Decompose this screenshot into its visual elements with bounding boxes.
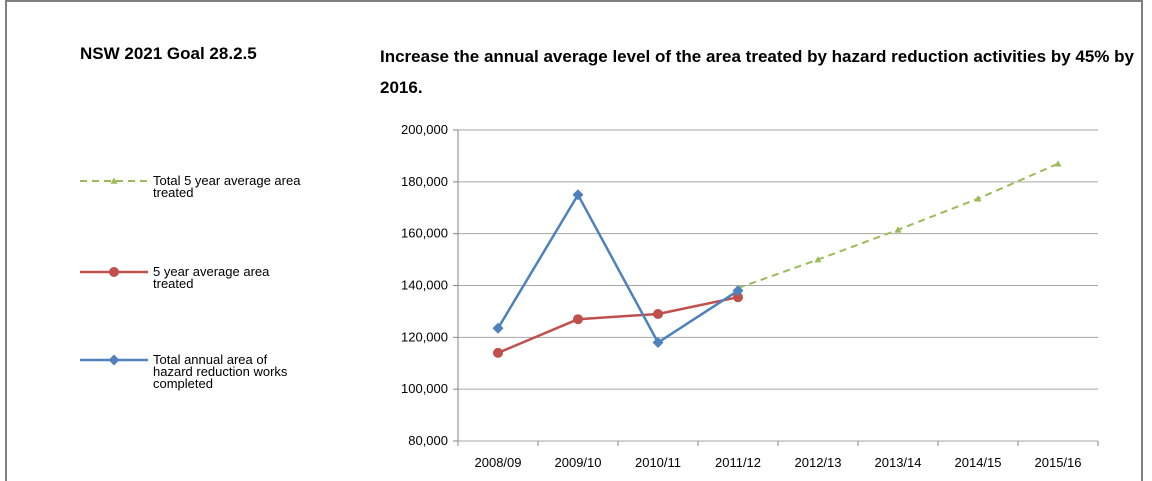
- figure-frame: [5, 0, 1143, 481]
- y-tick-label: 200,000: [401, 122, 448, 137]
- series-5yr-avg-line: [497, 295, 739, 355]
- series-total-5yr-avg-point: [814, 256, 822, 263]
- x-tick-label: 2014/15: [955, 455, 1002, 470]
- y-tick-label: 180,000: [401, 174, 448, 189]
- series-total-5yr-avg-point: [974, 195, 982, 202]
- series-total-5yr-avg-line: [737, 162, 1059, 290]
- legend-label-total-5yr-avg: Total 5 year average area treated: [153, 173, 301, 200]
- y-tick-label: 140,000: [401, 278, 448, 293]
- x-tick-label: 2009/10: [555, 455, 602, 470]
- x-tick-label: 2012/13: [795, 455, 842, 470]
- series-total-annual-line: [496, 193, 739, 344]
- series-5yr-avg-point: [573, 314, 583, 325]
- series-total-annual-point: [732, 285, 744, 297]
- y-tick-label: 80,000: [408, 433, 448, 448]
- series-5yr-avg-point: [653, 309, 663, 320]
- series-5yr-avg-point: [733, 292, 743, 303]
- legend-swatch-marker: [108, 354, 120, 366]
- series-total-5yr-avg-point: [1054, 160, 1062, 167]
- legend-label-5yr-avg: 5 year average area treated: [153, 264, 270, 291]
- x-tick-label: 2010/11: [635, 455, 681, 470]
- x-tick-label: 2015/16: [1035, 455, 1082, 470]
- x-tick-label: 2011/12: [715, 455, 761, 470]
- series-total-annual-point: [492, 322, 504, 334]
- legend-label-total-annual: Total annual area of hazard reduction wo…: [153, 352, 288, 391]
- legend-swatch-marker: [109, 267, 119, 277]
- goal-id: NSW 2021 Goal 28.2.5: [80, 44, 257, 63]
- series-total-5yr-avg-point: [894, 226, 902, 233]
- x-tick-label: 2008/09: [475, 455, 522, 470]
- series-total-annual-point: [572, 189, 584, 201]
- x-tick-label: 2013/14: [875, 455, 922, 470]
- series-total-annual-point: [652, 337, 664, 349]
- goal-text: Increase the annual average level of the…: [380, 47, 1134, 97]
- y-tick-label: 120,000: [401, 329, 448, 344]
- y-tick-label: 160,000: [401, 226, 448, 241]
- legend-swatch-marker: [110, 177, 118, 184]
- series-5yr-avg-point: [493, 347, 503, 358]
- y-tick-label: 100,000: [401, 381, 448, 396]
